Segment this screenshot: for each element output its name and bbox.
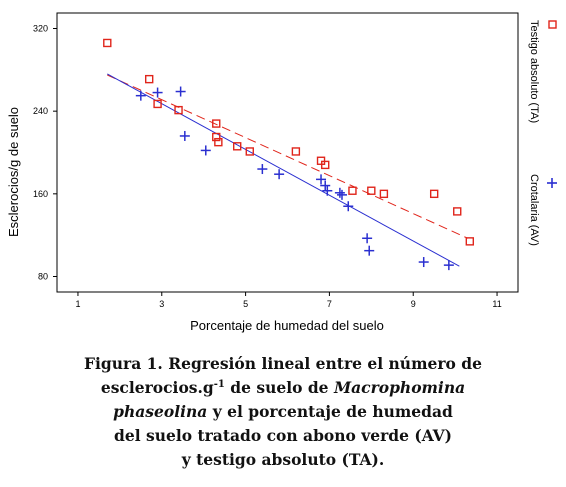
data-point-ta [212,132,221,142]
caption-line-5: y testigo absoluto (TA). [181,450,385,469]
data-point-ta [367,186,376,195]
caption-line-2: esclerocios.g-1 de suelo de Macrophomina [100,378,466,397]
data-points [103,38,475,271]
legend-marker-ta [548,20,557,29]
data-point-ta [174,105,183,115]
data-point-ta [379,189,389,199]
data-point-av [175,86,186,97]
data-point-av [179,130,190,141]
figure-caption: Figura 1. Regresión lineal entre el núme… [0,352,566,472]
data-point-ta [348,186,357,195]
x-tick-label: 3 [159,299,164,309]
data-point-ta [212,119,221,128]
data-point-av [320,180,331,191]
data-point-av [135,90,146,101]
data-point-av [336,189,347,200]
data-point-av [316,174,327,185]
data-point-av [322,185,333,196]
y-tick-label: 320 [33,24,48,34]
x-tick-label: 7 [327,299,332,309]
data-point-ta [321,160,330,170]
data-point-ta [465,237,475,246]
y-tick-label: 80 [38,272,48,282]
data-point-av [200,145,211,156]
data-point-ta [233,142,242,151]
caption-line-3: phaseolina y el porcentaje de humedad [113,402,453,421]
plot-frame [56,12,519,293]
data-point-ta [291,147,301,156]
scatter-chart: 1 3 5 7 9 11 80 160 240 320 Porcentaje de humedad… [6,12,557,333]
regression-lines [107,73,468,267]
x-tick-label: 9 [411,299,416,309]
x-tick-label: 1 [75,299,80,309]
data-point-av [343,201,354,212]
y-axis-title: Esclerocios/g de suelo [6,107,21,237]
data-point-ta [103,38,112,48]
data-point-ta [144,74,154,84]
data-point-av [418,257,429,268]
data-point-ta [214,137,223,147]
x-axis-title: Porcentaje de humedad del suelo [190,318,384,333]
regression-line-ta [107,74,468,239]
axis-ticks: 1 3 5 7 9 11 80 160 240 320 [33,24,502,310]
data-point-av [364,245,375,256]
data-point-ta [429,189,439,199]
data-point-av [152,87,163,98]
data-point-ta [453,207,462,216]
x-tick-label: 11 [492,299,501,309]
data-point-ta [153,99,162,109]
data-point-av [274,169,285,180]
regression-line-av [107,73,460,267]
data-point-av [334,187,345,198]
legend: Testigo absoluto (TA) Crotalaria (AV) [528,20,557,246]
data-point-av [257,164,268,175]
legend-label-ta: Testigo absoluto (TA) [528,20,540,123]
data-point-av [443,260,454,271]
data-point-ta [245,147,254,156]
data-point-av [362,233,373,244]
legend-label-av: Crotalaria (AV) [528,174,540,246]
legend-marker-av [547,178,557,188]
caption-line-1: Figura 1. Regresión lineal entre el núme… [84,354,482,373]
caption-line-4: del suelo tratado con abono verde (AV) [114,426,452,445]
y-tick-label: 160 [33,189,48,199]
y-tick-label: 240 [33,106,48,116]
x-tick-label: 5 [243,299,248,309]
